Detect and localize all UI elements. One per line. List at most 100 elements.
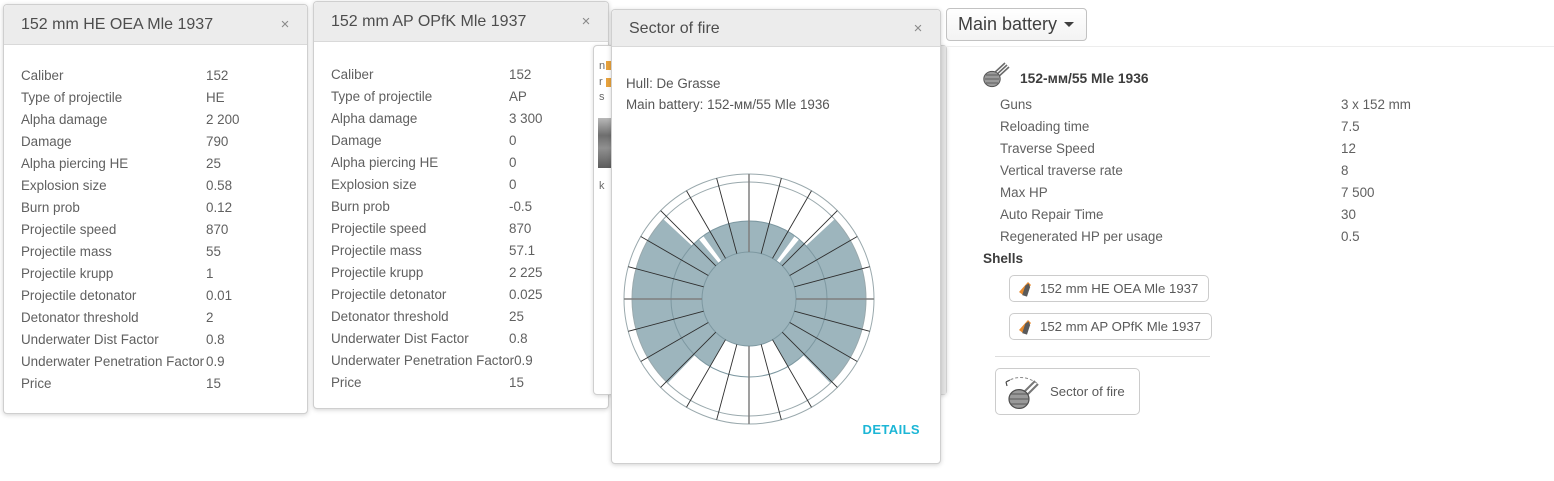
stat-value: 0.8	[509, 331, 528, 346]
stat-row: Underwater Penetration Factor 0.9	[331, 350, 598, 372]
stat-label: Damage	[331, 133, 382, 148]
divider	[995, 356, 1210, 357]
stat-value: 2 225	[509, 265, 543, 280]
stat-value: 0	[509, 133, 517, 148]
shell-button-label: 152 mm HE OEA Mle 1937	[1040, 281, 1199, 296]
main-battery-dropdown[interactable]: Main battery	[946, 8, 1088, 41]
stat-value: 55	[206, 244, 221, 259]
stat-label: Projectile mass	[331, 243, 422, 258]
stat-label: Traverse Speed	[1000, 141, 1095, 156]
he-shell-panel-title: 152 mm HE OEA Mle 1937 ×	[4, 5, 307, 45]
stat-label: Price	[21, 376, 52, 391]
stat-label: Detonator threshold	[331, 309, 449, 324]
shell-button[interactable]: 152 mm HE OEA Mle 1937	[1009, 275, 1210, 302]
stat-row: Burn prob -0.5	[331, 196, 598, 218]
stat-value: 0.9	[514, 353, 533, 368]
stat-value: HE	[206, 90, 225, 105]
turret-icon	[983, 62, 1010, 88]
close-icon[interactable]: ×	[906, 10, 930, 46]
sector-button-label: Sector of fire	[1050, 384, 1125, 399]
stat-label: Caliber	[21, 68, 64, 83]
stat-label: Projectile krupp	[331, 265, 424, 280]
stat-label: Projectile speed	[21, 222, 117, 237]
stat-value: 0.58	[206, 178, 233, 193]
stat-label: Alpha damage	[21, 112, 108, 127]
stat-label: Reloading time	[1000, 119, 1090, 134]
stat-row: Caliber 152	[331, 64, 598, 86]
stat-label: Projectile krupp	[21, 266, 114, 281]
sector-of-fire-panel: Sector of fire × Hull: De Grasse Main ba…	[611, 9, 941, 464]
stat-value: 15	[206, 376, 221, 391]
panel-title-text: Sector of fire	[629, 20, 720, 37]
battery-line: Main battery: 152-мм/55 Mle 1936	[626, 97, 830, 112]
stat-row: Projectile detonator 0.025	[331, 284, 598, 306]
stat-row: Alpha damage 2 200	[21, 109, 297, 131]
stat-row: Auto Repair Time 30	[1000, 204, 1500, 226]
stat-row: Regenerated HP per usage 0.5	[1000, 226, 1500, 248]
stat-row: Detonator threshold 25	[331, 306, 598, 328]
stat-label: Underwater Penetration Factor	[21, 354, 205, 369]
sector-of-fire-button[interactable]: Sector of fire	[995, 368, 1140, 415]
stat-label: Underwater Dist Factor	[331, 331, 469, 346]
shell-button[interactable]: 152 mm AP OPfK Mle 1937	[1009, 313, 1213, 340]
stat-value: 12	[1341, 141, 1356, 156]
ap-shell-panel-title: 152 mm AP OPfK Mle 1937 ×	[314, 2, 608, 42]
shell-icon	[1019, 281, 1031, 297]
shell-icon	[606, 78, 611, 87]
stat-value: 870	[509, 221, 532, 236]
stat-label: Caliber	[331, 67, 374, 82]
stat-row: Projectile mass 55	[21, 241, 297, 263]
stat-value: 25	[206, 156, 221, 171]
stat-value: -0.5	[509, 199, 533, 214]
chevron-down-icon	[1064, 22, 1075, 27]
stat-label: Alpha piercing HE	[21, 156, 129, 171]
stat-value: 2 200	[206, 112, 240, 127]
stat-label: Type of projectile	[21, 90, 123, 105]
stat-label: Burn prob	[331, 199, 390, 214]
stat-row: Burn prob 0.12	[21, 197, 297, 219]
stat-label: Projectile detonator	[21, 288, 137, 303]
stat-value: 0	[509, 155, 517, 170]
stat-row: Price 15	[21, 373, 297, 395]
stat-row: Alpha damage 3 300	[331, 108, 598, 130]
stat-value: 25	[509, 309, 524, 324]
stat-row: Guns 3 x 152 mm	[1000, 94, 1500, 116]
stat-label: Vertical traverse rate	[1000, 163, 1123, 178]
stat-label: Price	[331, 375, 362, 390]
stat-row: Explosion size 0	[331, 174, 598, 196]
stat-value: 57.1	[509, 243, 536, 258]
shell-buttons: 152 mm HE OEA Mle 1937 152 mm AP OPfK Ml…	[1009, 275, 1213, 351]
stat-row: Underwater Penetration Factor 0.9	[21, 351, 297, 373]
gun-name: 152-мм/55 Mle 1936	[1020, 71, 1149, 86]
shell-button-label: 152 mm AP OPfK Mle 1937	[1040, 319, 1202, 334]
stat-label: Projectile speed	[331, 221, 427, 236]
stat-value: 15	[509, 375, 524, 390]
close-icon[interactable]: ×	[574, 2, 598, 41]
stat-row: Max HP 7 500	[1000, 182, 1500, 204]
stat-row: Alpha piercing HE 25	[21, 153, 297, 175]
stat-value: 152	[206, 68, 229, 83]
text-fragment: n	[599, 60, 606, 72]
dropdown-label: Main battery	[958, 14, 1058, 34]
stat-value: 1	[206, 266, 214, 281]
stat-row: Vertical traverse rate 8	[1000, 160, 1500, 182]
text-fragment: r	[599, 76, 603, 88]
stat-row: Explosion size 0.58	[21, 175, 297, 197]
gun-stats: Guns 3 x 152 mm Reloading time 7.5 Trave…	[1000, 94, 1500, 248]
stat-row: Type of projectile AP	[331, 86, 598, 108]
stat-row: Price 15	[331, 372, 598, 394]
stat-label: Explosion size	[21, 178, 107, 193]
main-battery-section: Main battery 152-мм/55 Mle 1936 Guns 3 x…	[946, 0, 1554, 481]
stat-value: AP	[509, 89, 527, 104]
stat-label: Alpha piercing HE	[331, 155, 439, 170]
sector-of-fire-icon	[1005, 376, 1039, 409]
stat-value: 30	[1341, 207, 1356, 222]
close-icon[interactable]: ×	[273, 5, 297, 44]
stat-value: 0.9	[206, 354, 225, 369]
stat-label: Alpha damage	[331, 111, 418, 126]
stat-row: Projectile speed 870	[331, 218, 598, 240]
details-link[interactable]: DETAILS	[862, 422, 920, 437]
stat-label: Detonator threshold	[21, 310, 139, 325]
stat-value: 0.8	[206, 332, 225, 347]
text-fragment: s	[599, 91, 605, 103]
